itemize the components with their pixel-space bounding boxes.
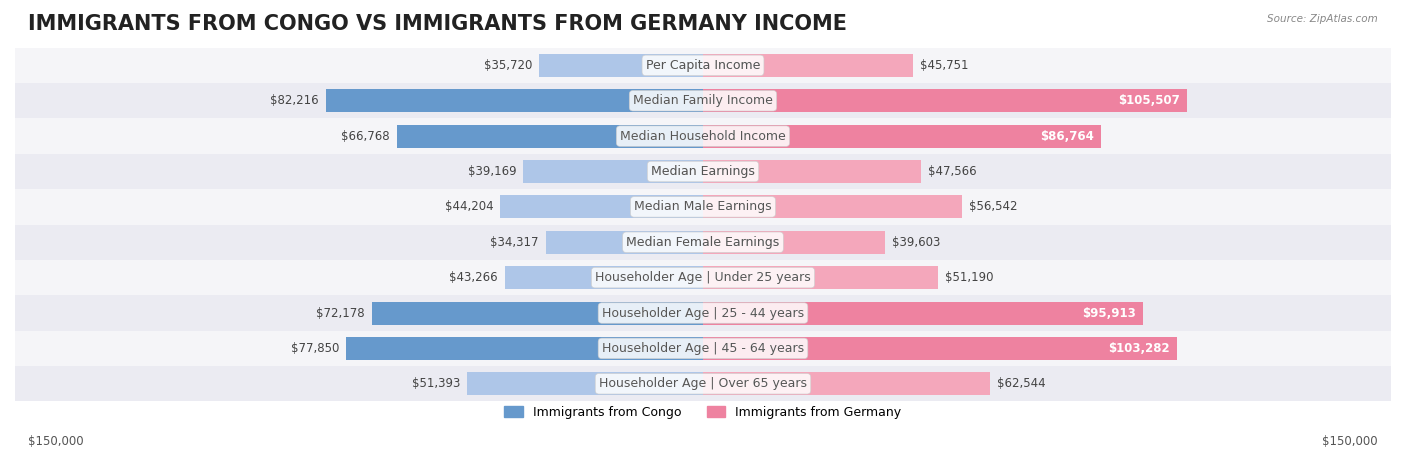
Text: Householder Age | Over 65 years: Householder Age | Over 65 years (599, 377, 807, 390)
Bar (703, 195, 962, 219)
Bar (15, 366, 1391, 402)
Text: $95,913: $95,913 (1083, 306, 1136, 319)
Bar (703, 302, 1143, 325)
Text: $66,768: $66,768 (342, 130, 389, 142)
Text: Householder Age | 45 - 64 years: Householder Age | 45 - 64 years (602, 342, 804, 355)
Bar (15, 119, 1391, 154)
Text: $150,000: $150,000 (28, 435, 84, 448)
Text: Householder Age | Under 25 years: Householder Age | Under 25 years (595, 271, 811, 284)
Text: Median Family Income: Median Family Income (633, 94, 773, 107)
Bar (15, 260, 1391, 295)
Bar (396, 125, 703, 148)
Text: Householder Age | 25 - 44 years: Householder Age | 25 - 44 years (602, 306, 804, 319)
Bar (373, 302, 703, 325)
Bar (703, 125, 1101, 148)
Bar (703, 231, 884, 254)
Text: Householder Age | 45 - 64 years: Householder Age | 45 - 64 years (602, 342, 804, 355)
Bar (467, 372, 703, 395)
Text: Median Family Income: Median Family Income (633, 94, 773, 107)
Bar (326, 89, 703, 112)
Text: $51,393: $51,393 (412, 377, 460, 390)
Text: $105,507: $105,507 (1118, 94, 1180, 107)
Text: Householder Age | Under 25 years: Householder Age | Under 25 years (595, 271, 811, 284)
Bar (15, 154, 1391, 189)
Text: Median Earnings: Median Earnings (651, 165, 755, 178)
Text: $47,566: $47,566 (928, 165, 977, 178)
Text: $35,720: $35,720 (484, 59, 533, 72)
Bar (703, 337, 1177, 360)
Bar (703, 54, 912, 77)
Text: Householder Age | 25 - 44 years: Householder Age | 25 - 44 years (602, 306, 804, 319)
Text: $34,317: $34,317 (491, 236, 538, 249)
Text: $103,282: $103,282 (1108, 342, 1170, 355)
Text: Median Male Earnings: Median Male Earnings (634, 200, 772, 213)
Text: $44,204: $44,204 (444, 200, 494, 213)
Bar (346, 337, 703, 360)
Text: Median Female Earnings: Median Female Earnings (627, 236, 779, 249)
Text: $45,751: $45,751 (920, 59, 969, 72)
Text: IMMIGRANTS FROM CONGO VS IMMIGRANTS FROM GERMANY INCOME: IMMIGRANTS FROM CONGO VS IMMIGRANTS FROM… (28, 14, 848, 34)
Text: Median Household Income: Median Household Income (620, 130, 786, 142)
Text: $43,266: $43,266 (449, 271, 498, 284)
Text: $39,603: $39,603 (891, 236, 939, 249)
Bar (15, 225, 1391, 260)
Text: $82,216: $82,216 (270, 94, 319, 107)
Bar (523, 160, 703, 183)
Text: Per Capita Income: Per Capita Income (645, 59, 761, 72)
Text: Median Male Earnings: Median Male Earnings (634, 200, 772, 213)
Bar (703, 160, 921, 183)
Text: Median Female Earnings: Median Female Earnings (627, 236, 779, 249)
Bar (15, 189, 1391, 225)
Text: Householder Age | Over 65 years: Householder Age | Over 65 years (599, 377, 807, 390)
Text: Per Capita Income: Per Capita Income (645, 59, 761, 72)
Bar (15, 295, 1391, 331)
Bar (15, 83, 1391, 119)
Text: Median Earnings: Median Earnings (651, 165, 755, 178)
Text: $62,544: $62,544 (997, 377, 1046, 390)
Bar (505, 266, 703, 289)
Bar (703, 372, 990, 395)
Legend: Immigrants from Congo, Immigrants from Germany: Immigrants from Congo, Immigrants from G… (499, 401, 907, 424)
Bar (703, 266, 938, 289)
Bar (501, 195, 703, 219)
Text: $77,850: $77,850 (291, 342, 339, 355)
Bar (538, 54, 703, 77)
Text: $51,190: $51,190 (945, 271, 993, 284)
Text: Source: ZipAtlas.com: Source: ZipAtlas.com (1267, 14, 1378, 24)
Text: $56,542: $56,542 (969, 200, 1018, 213)
Text: $72,178: $72,178 (316, 306, 366, 319)
Bar (15, 48, 1391, 83)
Text: $86,764: $86,764 (1040, 130, 1094, 142)
Bar (703, 89, 1187, 112)
Bar (546, 231, 703, 254)
Text: Median Household Income: Median Household Income (620, 130, 786, 142)
Text: $39,169: $39,169 (468, 165, 516, 178)
Bar (15, 331, 1391, 366)
Text: $150,000: $150,000 (1322, 435, 1378, 448)
